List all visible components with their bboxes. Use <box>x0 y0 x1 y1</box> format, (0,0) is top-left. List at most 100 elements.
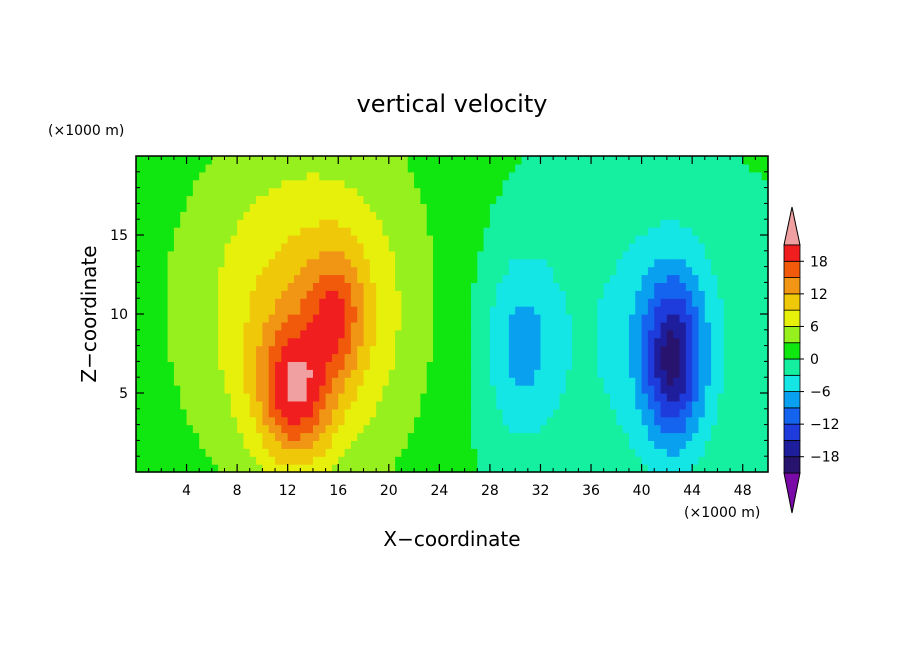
field-cell <box>452 242 459 252</box>
field-cell <box>470 361 478 370</box>
field-cell <box>704 329 712 339</box>
field-cell <box>186 464 194 473</box>
field-cell <box>338 274 346 283</box>
field-cell <box>180 321 188 331</box>
field-cell <box>508 424 516 434</box>
field-cell <box>698 258 706 268</box>
field-cell <box>338 156 346 165</box>
field-cell <box>395 179 403 189</box>
field-cell <box>173 448 181 457</box>
field-cell <box>641 353 649 362</box>
field-cell <box>167 400 175 410</box>
field-cell <box>186 163 194 173</box>
field-cell <box>186 321 194 331</box>
field-cell <box>167 235 175 244</box>
field-cell <box>572 353 579 362</box>
field-cell <box>603 361 611 370</box>
field-cell <box>515 377 523 386</box>
field-cell <box>357 314 365 323</box>
field-cell <box>268 211 276 220</box>
field-cell <box>666 432 674 441</box>
field-cell <box>300 195 308 204</box>
field-cell <box>300 424 308 434</box>
field-cell <box>761 298 769 307</box>
field-cell <box>401 416 409 426</box>
x-tick-label: 32 <box>532 483 550 499</box>
field-cell <box>597 329 605 339</box>
field-cell <box>218 464 226 473</box>
field-cell <box>578 290 586 299</box>
field-cell <box>610 416 617 426</box>
field-cell <box>591 361 598 370</box>
field-cell <box>407 258 415 268</box>
field-cell <box>426 235 434 244</box>
field-cell <box>521 266 529 276</box>
field-cell <box>553 282 561 291</box>
field-cell <box>142 282 150 291</box>
field-cell <box>679 179 687 189</box>
field-cell <box>591 345 598 355</box>
field-cell <box>142 235 150 244</box>
field-cell <box>300 329 308 339</box>
field-cell <box>685 195 693 204</box>
field-cell <box>641 456 649 465</box>
field-cell <box>205 321 213 331</box>
field-cell <box>357 456 365 465</box>
field-cell <box>363 369 371 378</box>
field-cell <box>477 274 485 283</box>
field-cell <box>515 171 523 181</box>
field-cell <box>660 203 668 212</box>
field-cell <box>142 408 150 418</box>
field-cell <box>382 258 390 268</box>
field-cell <box>148 195 156 204</box>
field-cell <box>237 448 245 457</box>
field-cell <box>622 156 630 165</box>
field-cell <box>578 163 586 173</box>
field-cell <box>180 250 188 260</box>
field-cell <box>673 432 681 441</box>
field-cell <box>565 416 573 426</box>
field-cell <box>407 235 415 244</box>
field-cell <box>382 242 390 252</box>
field-cell <box>256 424 263 434</box>
field-cell <box>553 219 561 228</box>
field-cell <box>262 290 270 299</box>
field-cell <box>369 250 377 260</box>
field-cell <box>401 464 409 473</box>
field-cell <box>578 266 586 276</box>
field-cell <box>742 235 750 244</box>
field-cell <box>749 408 756 418</box>
field-cell <box>641 337 649 347</box>
field-cell <box>584 258 592 268</box>
field-cell <box>237 290 245 299</box>
field-cell <box>154 163 162 173</box>
field-cell <box>496 314 504 323</box>
field-cell <box>154 321 162 331</box>
field-cell <box>647 440 655 449</box>
field-cell <box>540 361 548 370</box>
field-cell <box>414 353 421 362</box>
field-cell <box>521 290 529 299</box>
field-cell <box>559 282 567 291</box>
field-cell <box>464 400 472 410</box>
field-cell <box>312 337 320 347</box>
field-cell <box>395 361 403 370</box>
field-cell <box>452 290 459 299</box>
field-cell <box>167 377 175 386</box>
field-cell <box>597 156 605 165</box>
field-cell <box>717 314 725 323</box>
field-cell <box>736 432 744 441</box>
field-cell <box>464 274 472 283</box>
field-cell <box>464 235 472 244</box>
field-cell <box>749 400 756 410</box>
field-cell <box>591 290 598 299</box>
field-cell <box>369 219 377 228</box>
field-cell <box>395 274 403 283</box>
field-cell <box>477 416 485 426</box>
field-cell <box>660 400 668 410</box>
field-cell <box>692 306 700 315</box>
field-cell <box>679 353 687 362</box>
field-cell <box>496 156 504 165</box>
field-cell <box>136 345 143 355</box>
field-cell <box>591 195 598 204</box>
